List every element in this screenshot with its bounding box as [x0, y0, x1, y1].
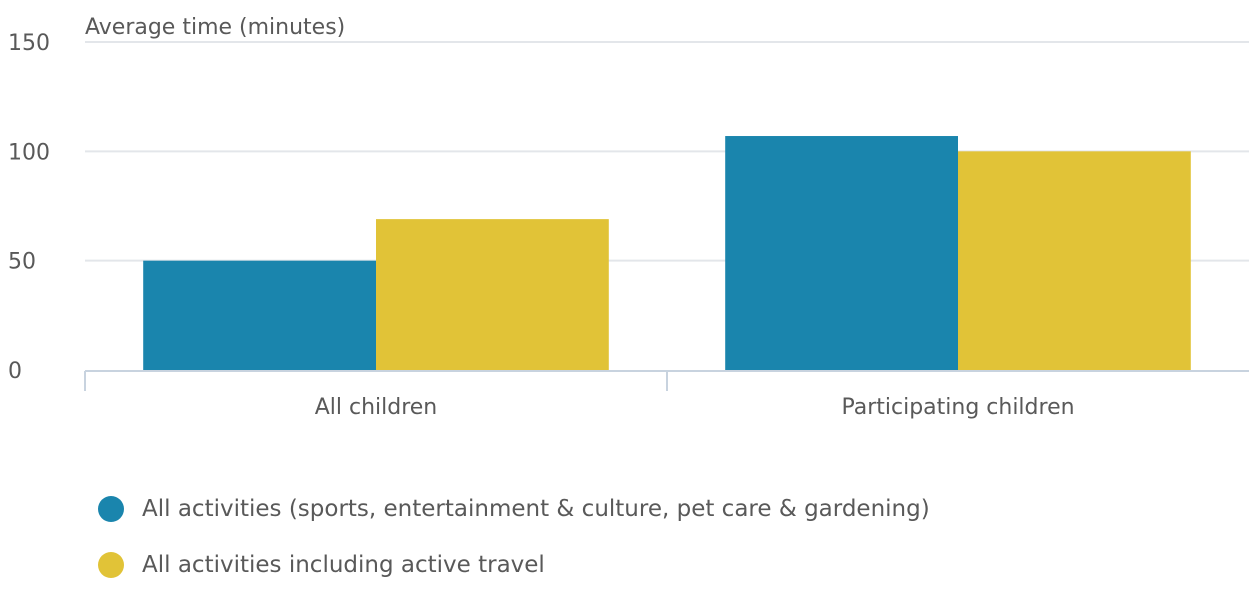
legend-swatch-yellow	[98, 552, 124, 578]
legend-item-active-travel[interactable]: All activities including active travel	[98, 550, 930, 580]
y-tick-label: 100	[8, 140, 50, 165]
x-tick-label: Participating children	[841, 395, 1074, 420]
y-tick-label: 50	[8, 250, 36, 275]
bars	[143, 136, 1191, 370]
legend: All activities (sports, entertainment & …	[98, 494, 930, 606]
x-axis	[84, 370, 1249, 391]
legend-label: All activities including active travel	[142, 552, 545, 578]
bar[interactable]	[725, 136, 958, 370]
legend-item-all-activities[interactable]: All activities (sports, entertainment & …	[98, 494, 930, 524]
x-axis-ticks: All children Participating children	[315, 395, 1075, 420]
legend-swatch-blue	[98, 496, 124, 522]
y-axis-ticks: 0 50 100 150	[8, 31, 50, 384]
x-tick-label: All children	[315, 395, 438, 420]
bar[interactable]	[143, 260, 376, 370]
bar[interactable]	[376, 219, 609, 370]
bar[interactable]	[958, 151, 1191, 370]
y-tick-label: 0	[8, 359, 22, 384]
bar-chart: 0 50 100 150 All children Participating chil…	[8, 15, 1249, 420]
legend-label: All activities (sports, entertainment & …	[142, 496, 930, 522]
y-tick-label: 150	[8, 31, 50, 56]
y-axis-title: Average time (minutes)	[85, 15, 345, 40]
